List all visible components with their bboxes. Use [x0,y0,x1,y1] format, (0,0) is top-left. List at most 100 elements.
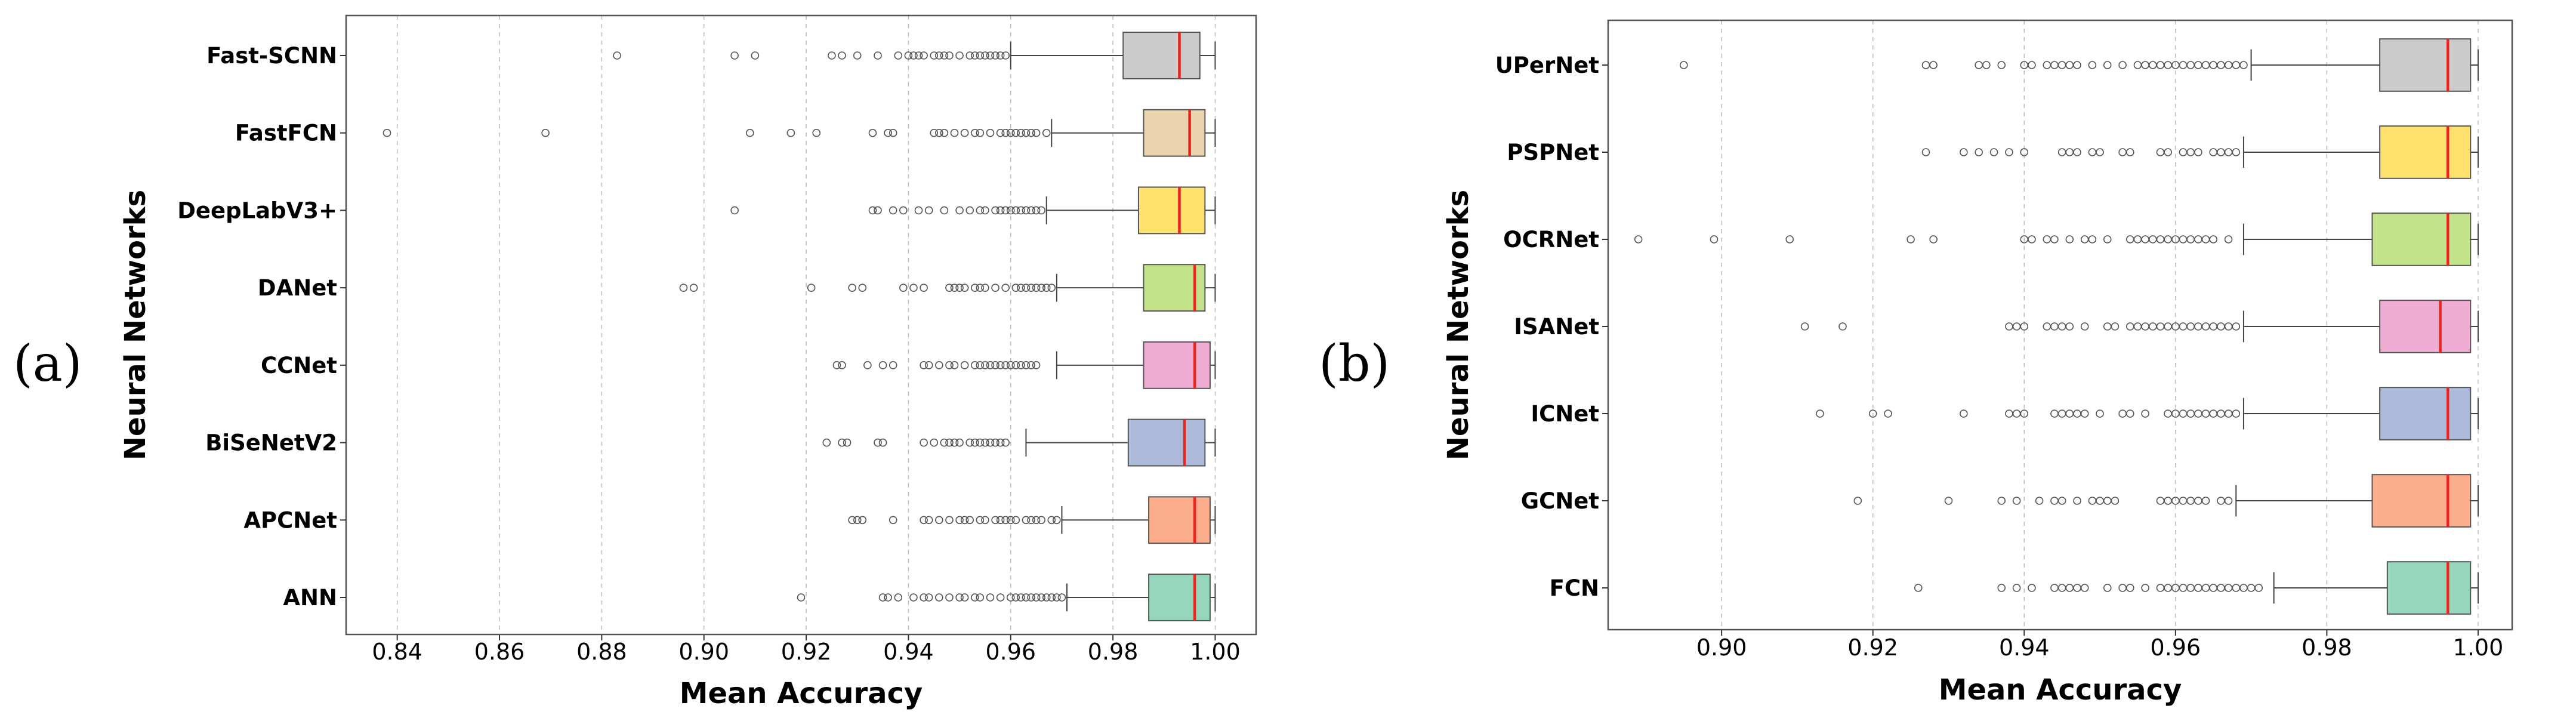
outlier-point [878,361,887,369]
outlier-point [2012,584,2021,592]
outlier-point [786,128,795,137]
box-fast-scnn [1122,32,1201,79]
outlier-point [2043,322,2051,331]
outlier-point [2103,322,2112,331]
outlier-point [2050,322,2059,331]
outlier-point [950,284,959,292]
outlier-point [2103,61,2112,69]
outlier-point [991,438,999,447]
outlier-point [2005,409,2013,418]
outlier-point [1001,438,1010,447]
outlier-point [945,361,954,369]
outlier-point [950,438,959,447]
outlier-point [1042,284,1051,292]
outlier-point [2156,61,2165,69]
y-tick-label: FCN [1550,575,1599,601]
box-isanet [2379,300,2472,353]
outlier-point [950,361,959,369]
outlier-point [2179,235,2188,244]
outlier-point [1011,361,1020,369]
outlier-point [2125,322,2134,331]
outlier-point [2073,409,2081,418]
outlier-point [986,128,995,137]
outlier-point [746,128,754,137]
outlier-point [2012,497,2021,505]
outlier-point [1997,497,2006,505]
outlier-point [1047,284,1056,292]
outlier-point [2149,235,2157,244]
y-tick-label: ANN [283,585,337,611]
box-apcnet [1148,496,1211,544]
outlier-point [991,284,999,292]
outlier-point [1906,235,1915,244]
y-tick-label: FastFCN [235,121,337,146]
outlier-point [950,128,959,137]
outlier-point [960,284,969,292]
outlier-point [2020,322,2029,331]
outlier-point [2209,409,2218,418]
outlier-point [689,284,698,292]
outlier-point [848,284,856,292]
outlier-point [848,516,856,525]
panel-label-b: (b) [1319,334,1390,393]
outlier-point [2028,235,2036,244]
outlier-point [1006,206,1015,215]
outlier-point [1001,284,1010,292]
outlier-point [2156,235,2165,244]
outlier-point [853,51,862,60]
outlier-point [2224,409,2233,418]
x-tick-label: 0.92 [1847,634,1898,661]
outlier-point [899,284,908,292]
outlier-point [1011,206,1020,215]
outlier-point [2217,584,2225,592]
outlier-point [2224,148,2233,156]
outlier-point [924,206,933,215]
outlier-point [965,51,974,60]
outlier-point [1011,128,1020,137]
outlier-point [965,516,974,525]
outlier-point [2096,148,2104,156]
outlier-point [986,51,995,60]
outlier-point [2057,409,2066,418]
outlier-point [1944,497,1953,505]
outlier-point [2209,148,2218,156]
y-tick-label: APCNet [243,507,337,533]
outlier-point [930,438,939,447]
outlier-point [2012,409,2021,418]
outlier-point [2080,409,2089,418]
box-deeplabv3- [1137,186,1206,235]
outlier-point [970,361,979,369]
outlier-point [2179,497,2188,505]
outlier-point [2239,584,2248,592]
outlier-point [884,128,892,137]
outlier-point [920,51,928,60]
outlier-point [797,593,806,602]
x-tick-label: 0.88 [576,639,627,665]
outlier-point [2133,61,2142,69]
outlier-point [2073,148,2081,156]
outlier-point [878,438,887,447]
y-axis-title: Neural Networks [119,190,152,460]
outlier-point [981,516,989,525]
outlier-point [1011,284,1020,292]
outlier-point [909,51,918,60]
outlier-point [2065,148,2074,156]
outlier-point [1975,148,1983,156]
outlier-point [920,516,928,525]
plot-frame [1607,19,2513,631]
outlier-point [2057,497,2066,505]
x-tick-label: 0.92 [781,639,832,665]
box-ccnet [1143,341,1211,389]
x-tick-label: 0.90 [1696,634,1747,661]
outlier-point [981,361,989,369]
box-icnet [2379,387,2472,440]
outlier-point [1710,235,1719,244]
outlier-point [2035,497,2044,505]
outlier-point [2005,322,2013,331]
outlier-point [889,361,897,369]
outlier-point [935,128,943,137]
box-fcn [2386,561,2472,615]
outlier-point [1921,61,1930,69]
outlier-point [935,593,943,602]
x-tick-label: 1.00 [1190,639,1241,665]
